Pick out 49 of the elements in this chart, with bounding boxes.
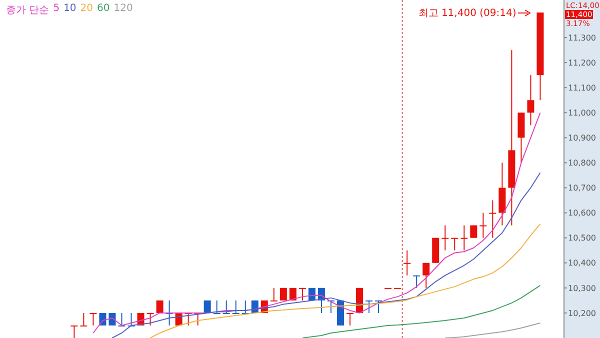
y-tick-label: 11,000 [568, 108, 596, 118]
candlestick [118, 312, 126, 326]
text: 5 [53, 3, 60, 16]
y-tick-label: 10,900 [568, 134, 596, 143]
candlestick [213, 300, 220, 314]
candlestick [489, 200, 496, 238]
line-series [112, 172, 541, 338]
y-tick-label: 10,300 [568, 284, 596, 293]
candlestick [422, 262, 430, 288]
line-series [92, 112, 541, 334]
y-tick-label: 10,800 [568, 158, 596, 168]
line-series [444, 322, 541, 338]
candlestick [270, 287, 278, 302]
y-tick-label: 10,500 [568, 234, 596, 243]
y-tick-label: 10,700 [568, 184, 596, 193]
text: 120 [114, 3, 133, 16]
candlestick [375, 300, 382, 314]
y-tick-label: 11,300 [568, 33, 596, 42]
legend-title: 종가 단순 [6, 4, 50, 17]
y-tick-label: 10,600 [568, 208, 596, 218]
candlestick [470, 224, 478, 238]
candlestick [366, 300, 373, 314]
y-tick-label: 10,200 [568, 308, 596, 318]
candlestick [146, 312, 154, 326]
candlestick [460, 224, 468, 251]
candlestick [222, 300, 230, 314]
candlestick [90, 312, 97, 326]
text: 60 [97, 3, 110, 16]
y-tick-label: 11,100 [568, 83, 596, 92]
text: 10 [64, 3, 76, 16]
candlestick [442, 224, 449, 251]
line-series [302, 284, 541, 338]
line-series [150, 224, 541, 338]
candlestick [298, 287, 306, 301]
text: 20 [80, 3, 94, 16]
candlestick [480, 212, 487, 238]
candlestick [280, 287, 287, 301]
y-tick-label: 11,200 [568, 58, 596, 68]
candlestick [108, 312, 116, 326]
candlestick [527, 74, 534, 126]
candlestick [70, 324, 78, 338]
candlestick [404, 250, 411, 276]
candlestick [413, 274, 420, 288]
candlestick [80, 312, 88, 326]
annotation: 최고 11,400 (09:14) [418, 6, 516, 20]
candlestick [346, 312, 354, 326]
candlestick [232, 300, 240, 314]
y-tick-label: 10,400 [568, 258, 596, 268]
candlestick [451, 237, 458, 251]
